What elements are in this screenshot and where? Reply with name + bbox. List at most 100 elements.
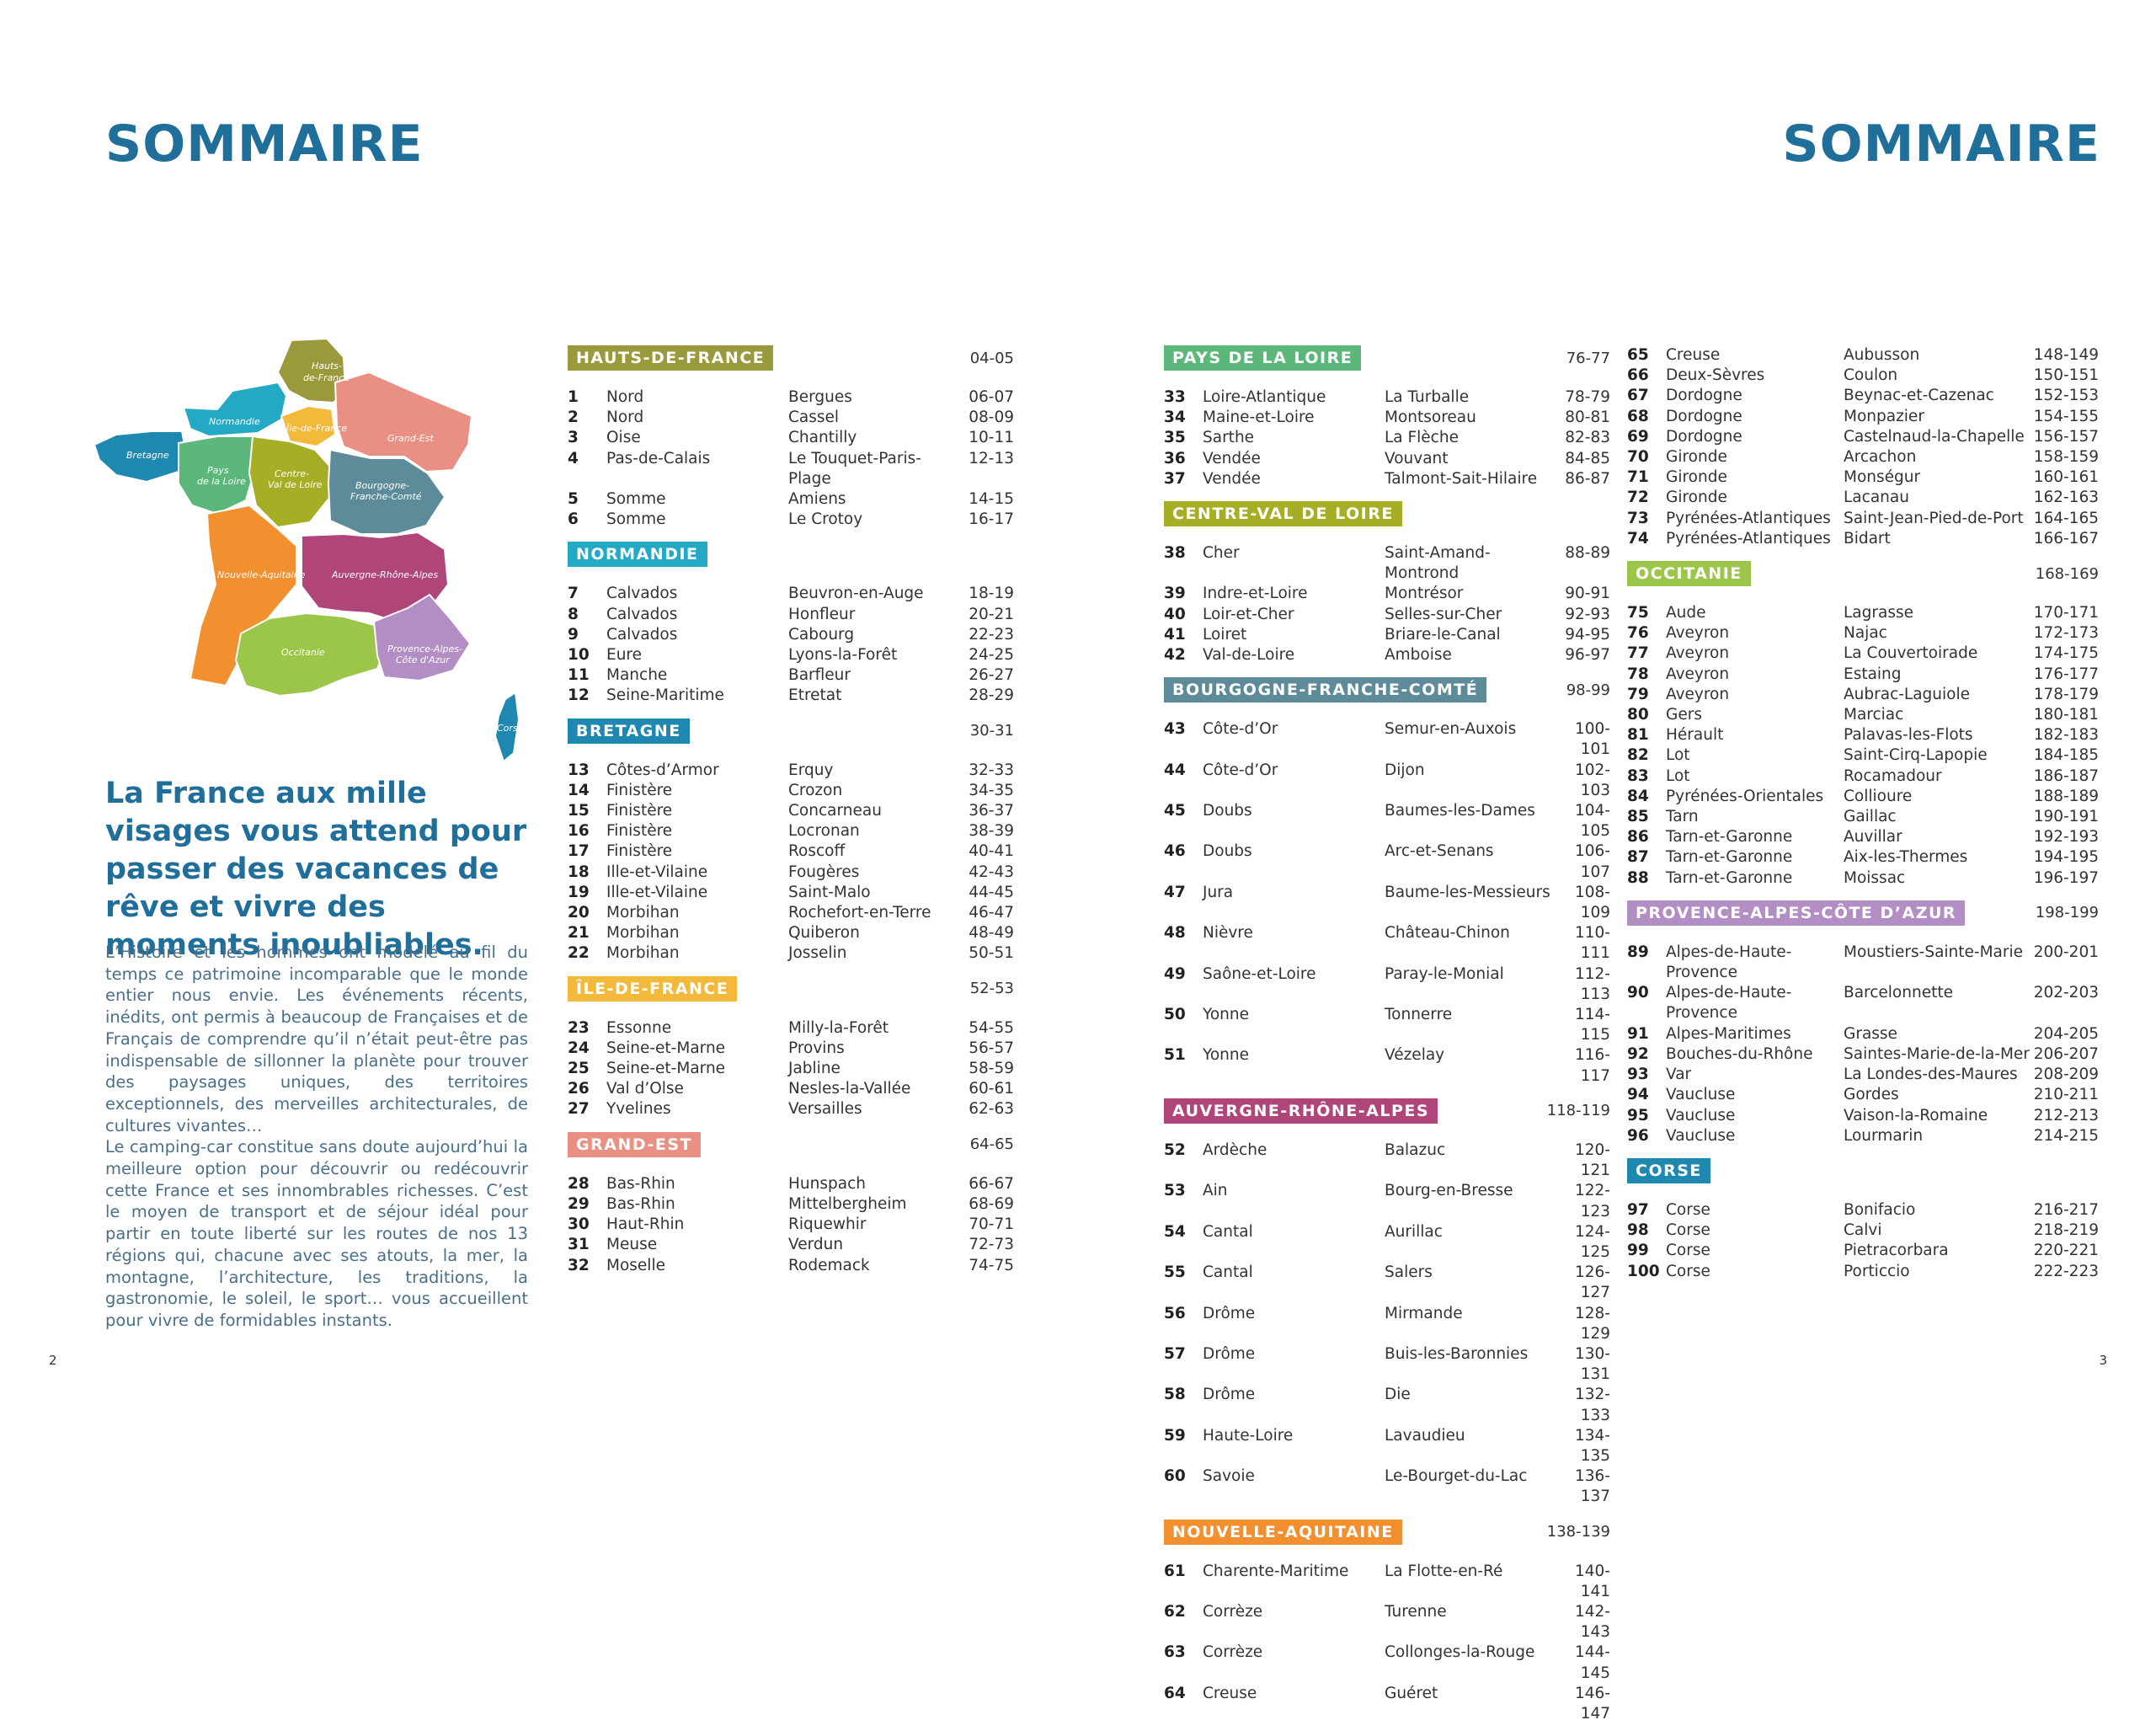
entry-town: Saint-Malo [788, 883, 871, 901]
entry-town: Bidart [1844, 529, 1891, 548]
entry-pages: 214-215 [2033, 1126, 2099, 1145]
entry-number: 37 [1164, 469, 1186, 488]
entry-department: Morbihan [606, 924, 680, 943]
entry-town: Vézelay [1385, 1046, 1445, 1065]
entry-pages: 12-13 [969, 449, 1014, 467]
entry-town: Beynac-et-Cazenac [1844, 387, 1994, 405]
region-badge: OCCITANIE [1627, 561, 1751, 587]
toc-entry: 28 Bas-Rhin Hunspach 66-67 [568, 1174, 1014, 1194]
entry-number: 18 [568, 863, 590, 881]
entry-pages: 216-217 [2033, 1200, 2099, 1219]
toc-entry: 99 Corse Pietracorbara 220-221 [1627, 1241, 2099, 1261]
entry-town: Najac [1844, 624, 1887, 643]
section-header: ÎLE-DE-FRANCE 52-53 [568, 975, 1014, 1002]
section-pages: 04-05 [969, 349, 1014, 367]
entry-town: Roscoff [788, 842, 846, 861]
entry-department: Calvados [606, 585, 678, 603]
entry-number: 85 [1627, 808, 1649, 826]
entry-town: Aubusson [1844, 346, 1920, 364]
toc-entry: 36 Vendée Vouvant 84-85 [1164, 449, 1610, 469]
section-pages: 138-139 [1546, 1523, 1610, 1541]
entry-town: Estaing [1844, 665, 1902, 683]
entry-town: Briare-le-Canal [1385, 625, 1501, 644]
entry-department: Bas-Rhin [606, 1174, 675, 1193]
intro-headline: La France aux mille visages vous attend … [105, 777, 527, 962]
toc-entry: 63 Corrèze Collonges-la-Rouge 144-145 [1164, 1643, 1610, 1683]
toc-entry: 76 Aveyron Najac 172-173 [1627, 623, 2099, 644]
entry-department: Ille-et-Vilaine [606, 883, 708, 901]
entry-pages: 142-143 [1575, 1602, 1610, 1642]
toc-entry: 90 Alpes-de-Haute-Provence Barcelonnette 20… [1627, 983, 2099, 1023]
entry-number: 52 [1164, 1140, 1186, 1159]
entry-pages: 100-101 [1575, 720, 1610, 759]
toc-entry: 58 Drôme Die 132-133 [1164, 1385, 1610, 1425]
entry-pages: 150-151 [2033, 366, 2099, 385]
toc-entry: 1 Nord Bergues 06-07 [568, 387, 1014, 408]
entry-town: Saint-Jean-Pied-de-Port [1844, 509, 2024, 527]
toc-section: PAYS DE LA LOIRE 76-77 33 Loire-Atlantique L… [1164, 345, 1610, 489]
toc-entry: 91 Alpes-Maritimes Grasse 204-205 [1627, 1024, 2099, 1044]
entry-pages: 08-09 [969, 409, 1014, 427]
entry-town: Buis-les-Baronnies [1385, 1344, 1529, 1363]
toc-entry: 30 Haut-Rhin Riquewhir 70-71 [568, 1215, 1014, 1235]
toc-section: NORMANDIE 7 Calvados Beuvron-en-Auge 18-19 8 C… [568, 542, 1014, 706]
label-occitanie: Occitanie [281, 647, 325, 658]
entry-town: Rodemack [788, 1256, 870, 1274]
entry-number: 65 [1627, 346, 1649, 364]
toc-section: BOURGOGNE-FRANCHE-COMTÉ 98-99 43 Côte-d’Or S… [1164, 677, 1610, 1087]
toc-entry: 6 Somme Le Crotoy 16-17 [568, 510, 1014, 530]
entry-pages: 204-205 [2033, 1024, 2099, 1043]
intro-paragraph-1: L’Histoire et les hommes ont modelé au f… [105, 943, 528, 1135]
entry-department: Saône-et-Loire [1203, 964, 1316, 983]
label-pays-de-la-loire-1: Pays [207, 465, 229, 476]
toc-section: CENTRE-VAL DE LOIRE 38 Cher Saint-Amand-Mon… [1164, 501, 1610, 665]
toc-entry: 33 Loire-Atlantique La Turballe 78-79 [1164, 387, 1610, 408]
france-regions-map: Hauts- de-France Normandie Île-de-France… [91, 332, 529, 770]
toc-entry: 93 Var La Londes-des-Maures 208-209 [1627, 1065, 2099, 1085]
entry-department: Gironde [1666, 468, 1727, 487]
entry-department: Vendée [1203, 449, 1261, 467]
toc-entry: 16 Finistère Locronan 38-39 [568, 821, 1014, 841]
entry-department: Finistère [606, 842, 673, 861]
entry-town: Lyons-la-Forêt [788, 646, 898, 665]
entry-town: Bergues [788, 388, 852, 406]
entry-pages: 162-163 [2033, 489, 2099, 507]
entry-pages: 156-157 [2033, 427, 2099, 446]
entry-town: Cassel [788, 409, 840, 427]
entry-department: Aveyron [1666, 685, 1730, 703]
section-header: OCCITANIE 168-169 [1627, 561, 2099, 587]
entry-town: Collioure [1844, 787, 1913, 805]
entry-department: Côtes-d’Armor [606, 761, 719, 779]
entry-number: 56 [1164, 1304, 1186, 1322]
entry-town: Aubrac-Laguiole [1844, 685, 1971, 703]
toc-entry: 65 Creuse Aubusson 148-149 [1627, 345, 2099, 366]
entry-number: 50 [1164, 1006, 1186, 1024]
entry-number: 1 [568, 388, 579, 406]
entry-department: Gironde [1666, 489, 1727, 507]
entry-number: 99 [1627, 1242, 1649, 1260]
entry-pages: 148-149 [2033, 346, 2099, 364]
entry-number: 29 [568, 1194, 590, 1213]
entry-number: 4 [568, 449, 579, 467]
entry-department: Creuse [1666, 346, 1721, 364]
toc-entry: 84 Pyrénées-Orientales Collioure 188-189 [1627, 787, 2099, 807]
entry-pages: 220-221 [2033, 1242, 2099, 1260]
entry-pages: 122-123 [1575, 1182, 1610, 1221]
entry-number: 47 [1164, 883, 1186, 901]
entry-town: Salers [1385, 1263, 1433, 1282]
region-badge: PAYS DE LA LOIRE [1164, 345, 1362, 371]
entry-pages: 192-193 [2033, 828, 2099, 847]
entry-town: Auvillar [1844, 828, 1903, 847]
toc-section: PROVENCE-ALPES-CÔTE D’AZUR 198-199 89 Alpes… [1627, 900, 2099, 1146]
entry-number: 71 [1627, 468, 1649, 487]
entry-town: Guéret [1385, 1684, 1438, 1702]
region-occitanie [234, 612, 391, 697]
entry-department: Vaucluse [1666, 1106, 1736, 1124]
label-bourgogne-1: Bourgogne- [355, 480, 409, 491]
toc-entry: 2 Nord Cassel 08-09 [568, 408, 1014, 428]
section-header: PAYS DE LA LOIRE 76-77 [1164, 345, 1610, 371]
entry-department: Calvados [606, 625, 678, 644]
entry-number: 34 [1164, 409, 1186, 427]
entry-department: Val d’Olse [606, 1080, 684, 1098]
entry-department: Corse [1666, 1200, 1710, 1219]
